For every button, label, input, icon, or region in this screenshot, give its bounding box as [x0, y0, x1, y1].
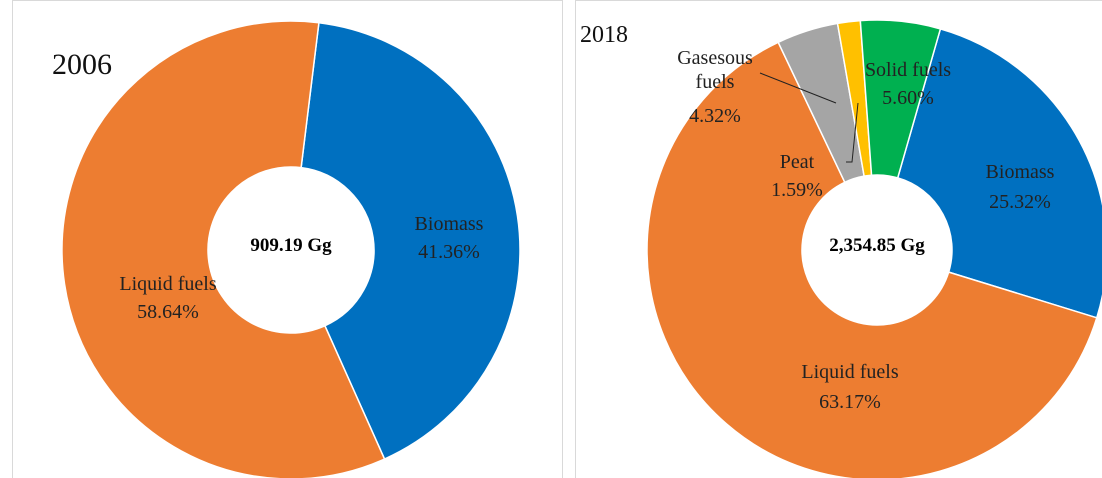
donut-slice — [646, 41, 1098, 478]
donut-slice — [859, 19, 942, 179]
slice-value: 4.32% — [689, 105, 741, 127]
slice-name: Biomass — [985, 161, 1055, 183]
slice-value: 1.59% — [771, 179, 823, 201]
slice-value: 25.32% — [989, 191, 1051, 213]
center-total: 909.19 Gg — [250, 235, 332, 256]
slice-value: 41.36% — [418, 241, 480, 263]
leader-line — [759, 72, 837, 104]
slice-name: Peat — [779, 151, 815, 173]
chart-title: 2006 — [52, 48, 112, 81]
slice-name: Gasesous fuels — [677, 47, 753, 93]
slice-value: 5.60% — [882, 87, 934, 109]
donut-slice — [896, 27, 1102, 319]
chart-title: 2018 — [580, 22, 628, 48]
leader-line — [846, 102, 859, 163]
slice-name: Liquid fuels — [801, 361, 899, 383]
slice-name: Biomass — [414, 213, 484, 235]
center-total: 2,354.85 Gg — [829, 235, 925, 256]
panel-border — [575, 0, 1102, 478]
slice-value: 63.17% — [819, 391, 881, 413]
slice-name: Solid fuels — [864, 59, 952, 81]
slice-name: Liquid fuels — [119, 273, 217, 295]
slice-value: 58.64% — [137, 301, 199, 323]
panel-border — [12, 0, 563, 478]
donut-slice — [300, 21, 521, 461]
donut-slice — [61, 20, 386, 478]
